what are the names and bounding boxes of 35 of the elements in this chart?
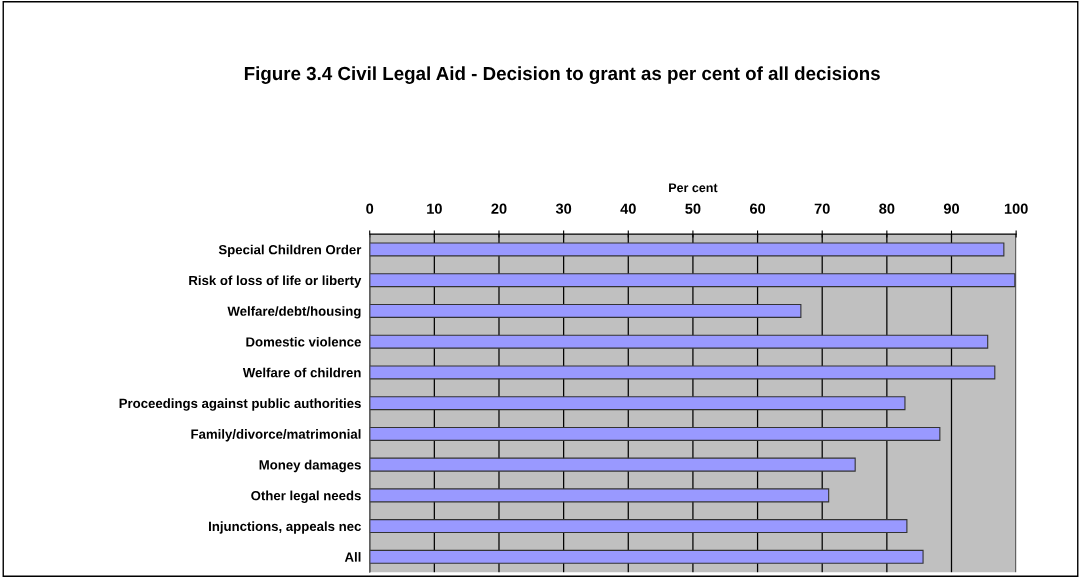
x-axis-title: Per cent [669, 183, 718, 193]
x-tick-label: 0 [366, 203, 374, 214]
y-tick-label: Family/divorce/matrimonial [191, 429, 361, 442]
bar [369, 549, 924, 564]
x-tick-label: 30 [555, 203, 572, 214]
y-tick-label: Other legal needs [251, 490, 361, 503]
y-tick-label: Welfare/debt/housing [227, 306, 361, 319]
y-tick-label: All [344, 552, 361, 562]
y-tick-label: Risk of loss of life or liberty [189, 275, 362, 288]
bar [369, 396, 906, 411]
x-tick-label: 10 [427, 203, 442, 214]
y-tick-label: Domestic violence [246, 336, 361, 347]
x-tick-label: 100 [1004, 203, 1028, 214]
x-tick-label: 50 [685, 203, 701, 214]
x-tick-label: 80 [879, 203, 895, 214]
y-tick-label: Injunctions, appeals nec [209, 521, 361, 534]
x-tick-label: 40 [620, 203, 636, 214]
bar [369, 242, 1005, 257]
chart-title: Figure 3.4 Civil Legal Aid - Decision to grant as per cent of all decisions [244, 66, 880, 84]
bar [369, 426, 941, 441]
bar [369, 457, 856, 472]
y-tick-label: Welfare of children [242, 367, 361, 378]
bar [369, 488, 830, 503]
bar [369, 303, 802, 318]
bar [369, 334, 989, 349]
y-tick-label: Special Children Order [218, 244, 362, 257]
bar [369, 365, 996, 380]
y-tick-label: Money damages [259, 459, 361, 473]
y-tick-label: Proceedings against public authorities [119, 398, 361, 411]
x-tick-label: 20 [491, 203, 507, 214]
bar [369, 519, 908, 534]
x-tick-label: 60 [749, 203, 766, 214]
x-tick-label: 90 [943, 203, 960, 214]
x-tick-label: 70 [814, 203, 830, 214]
bar [369, 273, 1016, 288]
